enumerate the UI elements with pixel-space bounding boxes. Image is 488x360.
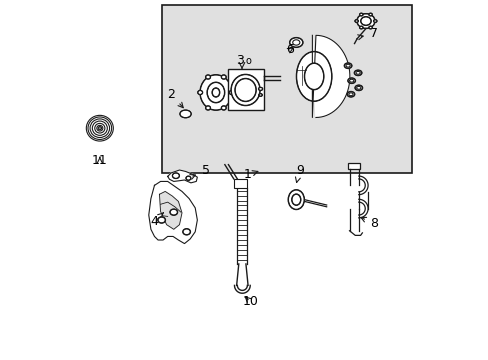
Ellipse shape [197, 90, 203, 95]
Polygon shape [312, 35, 349, 117]
Ellipse shape [258, 87, 262, 90]
Ellipse shape [287, 190, 304, 210]
Ellipse shape [359, 13, 363, 16]
Ellipse shape [296, 51, 331, 102]
Ellipse shape [98, 127, 102, 130]
Ellipse shape [347, 78, 355, 84]
Bar [347, 163, 360, 169]
Text: 2: 2 [167, 88, 183, 108]
Ellipse shape [368, 26, 372, 29]
Polygon shape [148, 181, 197, 244]
Polygon shape [159, 192, 182, 229]
Ellipse shape [354, 19, 358, 22]
Bar [162, 5, 411, 173]
Text: 1: 1 [244, 168, 257, 181]
Ellipse shape [289, 37, 303, 48]
Ellipse shape [172, 173, 179, 179]
Ellipse shape [229, 90, 234, 95]
Ellipse shape [346, 91, 354, 97]
Ellipse shape [291, 194, 300, 205]
Text: 6: 6 [285, 43, 294, 56]
Ellipse shape [360, 17, 370, 26]
Ellipse shape [344, 63, 351, 68]
Ellipse shape [206, 82, 224, 103]
Bar [228, 69, 264, 111]
Ellipse shape [230, 74, 260, 106]
Ellipse shape [304, 63, 324, 90]
Ellipse shape [221, 106, 226, 110]
Ellipse shape [359, 26, 363, 29]
Text: o: o [245, 55, 251, 66]
Ellipse shape [354, 85, 362, 91]
Ellipse shape [373, 19, 376, 22]
Text: 4: 4 [150, 213, 163, 228]
Ellipse shape [157, 217, 165, 223]
Ellipse shape [234, 78, 256, 102]
Text: 7: 7 [357, 27, 377, 40]
Ellipse shape [183, 229, 190, 235]
Ellipse shape [185, 176, 190, 180]
Polygon shape [167, 170, 197, 183]
Ellipse shape [221, 75, 226, 79]
Ellipse shape [356, 14, 374, 28]
Ellipse shape [368, 13, 372, 16]
Text: 3: 3 [236, 54, 244, 67]
Ellipse shape [258, 94, 262, 96]
Ellipse shape [205, 106, 210, 110]
Ellipse shape [205, 75, 210, 79]
Text: 10: 10 [242, 295, 258, 308]
Ellipse shape [169, 209, 177, 215]
Text: 11: 11 [92, 154, 107, 167]
Text: 8: 8 [360, 217, 377, 230]
Ellipse shape [212, 88, 220, 97]
Text: 5: 5 [189, 164, 209, 179]
Ellipse shape [180, 110, 191, 118]
Ellipse shape [353, 70, 361, 76]
Ellipse shape [200, 75, 231, 111]
Text: 9: 9 [295, 163, 303, 183]
Bar [234, 179, 247, 188]
